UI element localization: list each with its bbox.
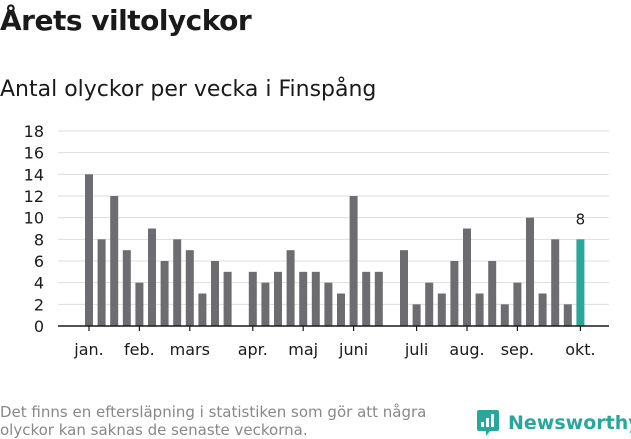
y-tick-label: 14 [24,165,44,184]
bar [563,304,572,326]
bar [538,293,547,326]
data-label: 8 [576,210,586,228]
x-tick-label: maj [288,340,318,359]
bar [526,217,534,326]
bar [248,271,257,326]
bar [450,261,459,326]
bar [374,271,383,326]
y-tick-label: 10 [24,209,44,228]
y-tick-label: 2 [34,295,44,314]
bar [85,174,93,326]
newsworthy-logo[interactable]: Newsworthy [476,408,631,438]
x-tick-label: okt. [565,340,595,359]
bar [173,239,182,326]
chart-title: Årets viltolyckor [0,4,252,37]
footnote: Det finns en eftersläpning i statistiken… [0,403,427,439]
x-tick-label: mars [170,340,210,359]
bar [261,282,270,326]
bar [286,250,295,326]
y-tick-label: 12 [24,187,44,206]
x-tick-label: sep. [501,340,534,359]
bar [362,271,371,326]
x-tick-label: apr. [238,340,268,359]
bar [122,250,131,326]
bar [412,304,421,326]
x-tick-label: feb. [124,340,155,359]
bar [551,239,560,326]
bar [576,239,585,326]
bar [437,293,446,326]
y-tick-label: 6 [34,252,44,271]
y-tick-label: 16 [24,144,44,163]
bar [135,282,144,326]
x-tick-label: aug. [449,340,484,359]
bar [299,271,308,326]
bar [97,239,106,326]
bar [324,282,333,326]
bar [160,261,169,326]
newsworthy-logo-text: Newsworthy [508,412,631,434]
chart-subtitle: Antal olyckor per vecka i Finspång [0,77,377,102]
bar [274,271,282,326]
bar [198,293,207,326]
bar [211,261,219,326]
bar [500,304,509,326]
bar [513,282,522,326]
bar [110,196,119,326]
y-tick-label: 0 [34,317,44,336]
bar [425,282,434,326]
weekly-accidents-bar-chart: 0 2 4 6 8 10 12 14 16 18 jan. feb. mars apr. maj juni ju… [24,122,609,359]
y-tick-label: 18 [24,122,44,141]
x-tick-label: juli [404,340,428,359]
bar [223,271,232,326]
y-tick-label: 4 [34,274,44,293]
bar [475,293,484,326]
bar [349,196,358,326]
x-tick-label: jan. [73,340,103,359]
bar [148,228,156,326]
bar [311,271,320,326]
bar [400,250,408,326]
bar [463,228,471,326]
bar [488,261,497,326]
y-tick-label: 8 [34,230,44,249]
newsworthy-logo-icon [477,410,499,436]
bar [185,250,194,326]
bar [337,293,345,326]
x-tick-label: juni [338,340,368,359]
